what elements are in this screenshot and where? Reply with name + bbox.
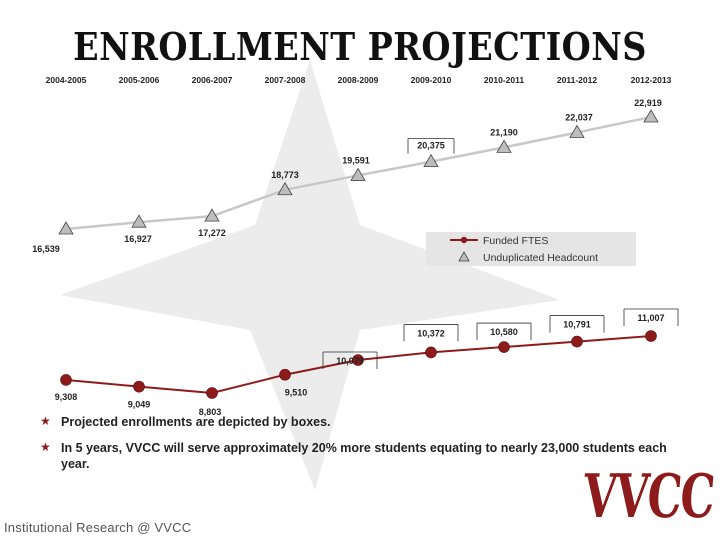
legend-triangle-swatch: [458, 251, 470, 262]
legend-label: Funded FTES: [483, 235, 548, 247]
funded-ftes-point: [133, 380, 145, 393]
projection-box: [476, 322, 532, 341]
funded-ftes-value-label: 10,580: [490, 327, 518, 337]
projection-box: [623, 308, 679, 326]
legend-label: Unduplicated Headcount: [483, 252, 598, 264]
category-label: 2008-2009: [338, 75, 379, 85]
headcount-point: [277, 181, 293, 196]
funded-ftes-point: [425, 346, 437, 359]
footer-credit: Institutional Research @ VVCC: [4, 520, 192, 535]
page-title: ENROLLMENT PROJECTIONS: [73, 24, 647, 69]
category-label: 2005-2006: [119, 75, 160, 85]
category-label: 2004-2005: [46, 75, 87, 85]
bullet-list: ★ Projected enrollments are depicted by …: [40, 414, 670, 482]
headcount-point: [58, 221, 74, 235]
funded-ftes-point: [206, 387, 218, 399]
bullet-text: Projected enrollments are depicted by bo…: [61, 415, 331, 429]
funded-ftes-point: [60, 374, 72, 386]
funded-ftes-point: [352, 354, 364, 366]
headcount-point: [131, 214, 147, 228]
headcount-point: [643, 109, 659, 123]
headcount-point: [350, 167, 366, 181]
funded-ftes-value-label: 9,049: [128, 400, 151, 410]
category-label: 2007-2008: [265, 75, 306, 85]
projection-box: [407, 138, 455, 154]
funded-ftes-value-label: 9,510: [285, 388, 308, 398]
projection-box: [322, 351, 378, 369]
headcount-point: [496, 139, 512, 153]
funded-ftes-value-label: 10,372: [417, 328, 445, 338]
category-label: 2009-2010: [411, 75, 452, 85]
funded-ftes-value-label: 8,803: [199, 407, 222, 417]
headcount-value-label: 18,773: [271, 170, 299, 180]
bullet-item: ★ In 5 years, VVCC will serve approximat…: [40, 440, 670, 472]
headcount-value-label: 16,539: [32, 244, 60, 254]
funded-ftes-point: [498, 341, 510, 353]
background-star: [60, 60, 560, 490]
star-bullet-icon: ★: [40, 414, 51, 428]
category-label: 2010-2011: [484, 75, 524, 85]
funded-ftes-value-label: 9,308: [55, 392, 78, 402]
headcount-value-label: 22,919: [634, 98, 662, 108]
vvcc-logo: VVCC: [580, 462, 717, 532]
star-bullet-icon: ★: [40, 440, 51, 454]
funded-ftes-value-label: 10,791: [563, 320, 591, 330]
bullet-item: ★ Projected enrollments are depicted by …: [40, 414, 670, 430]
headcount-value-label: 19,591: [342, 155, 370, 165]
legend-circle-swatch: [460, 236, 468, 244]
category-label: 2006-2007: [192, 75, 233, 85]
funded-ftes-value-label: 11,007: [637, 313, 664, 323]
funded-ftes-point: [645, 330, 657, 342]
headcount-value-label: 20,375: [417, 141, 445, 151]
headcount-point: [204, 208, 220, 222]
headcount-value-label: 16,927: [124, 234, 152, 244]
headcount-point: [423, 153, 439, 168]
projection-box: [403, 324, 459, 342]
projection-box: [549, 315, 605, 333]
funded-ftes-point: [571, 335, 583, 348]
category-label: 2012-2013: [631, 75, 672, 85]
headcount-point: [569, 124, 585, 138]
headcount-value-label: 17,272: [198, 228, 226, 238]
funded-ftes-value-label: 10,079: [336, 356, 364, 366]
funded-ftes-point: [279, 368, 291, 381]
headcount-value-label: 21,190: [490, 127, 518, 137]
category-label: 2011-2012: [557, 75, 597, 85]
headcount-value-label: 22,037: [565, 112, 593, 122]
bullet-text: In 5 years, VVCC will serve approximatel…: [61, 441, 667, 471]
